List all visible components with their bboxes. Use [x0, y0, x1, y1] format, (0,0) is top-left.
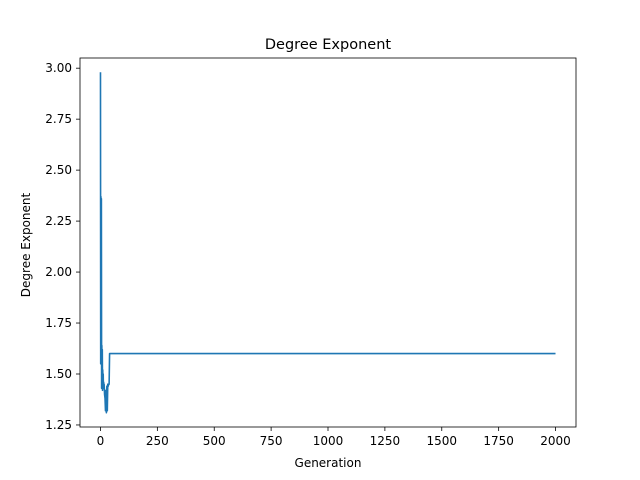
x-tick-label: 500 [203, 434, 226, 448]
x-tick-label: 250 [146, 434, 169, 448]
x-tick-label: 1500 [426, 434, 457, 448]
y-tick-label: 1.50 [45, 367, 72, 381]
chart-title: Degree Exponent [265, 37, 392, 53]
x-tick-label: 0 [97, 434, 105, 448]
series-line-1 [99, 72, 556, 414]
y-axis-label: Degree Exponent [19, 192, 33, 297]
x-axis-label: Generation [295, 456, 362, 470]
y-tick-label: 1.75 [45, 316, 72, 330]
x-tick-label: 1000 [313, 434, 344, 448]
x-tick-label: 1250 [370, 434, 401, 448]
y-tick-label: 2.50 [45, 163, 72, 177]
y-tick-label: 2.25 [45, 214, 72, 228]
x-tick-label: 750 [260, 434, 283, 448]
y-axis-ticks: 1.25 1.50 1.75 2.00 2.25 2.50 2.75 3.00 [45, 61, 80, 432]
y-tick-label: 2.00 [45, 265, 72, 279]
y-tick-label: 3.00 [45, 61, 72, 75]
y-tick-label: 2.75 [45, 112, 72, 126]
y-tick-label: 1.25 [45, 418, 72, 432]
x-tick-label: 1750 [483, 434, 514, 448]
x-axis-ticks: 0 250 500 750 1000 1250 1500 1750 2000 [97, 427, 571, 448]
x-tick-label: 2000 [540, 434, 571, 448]
